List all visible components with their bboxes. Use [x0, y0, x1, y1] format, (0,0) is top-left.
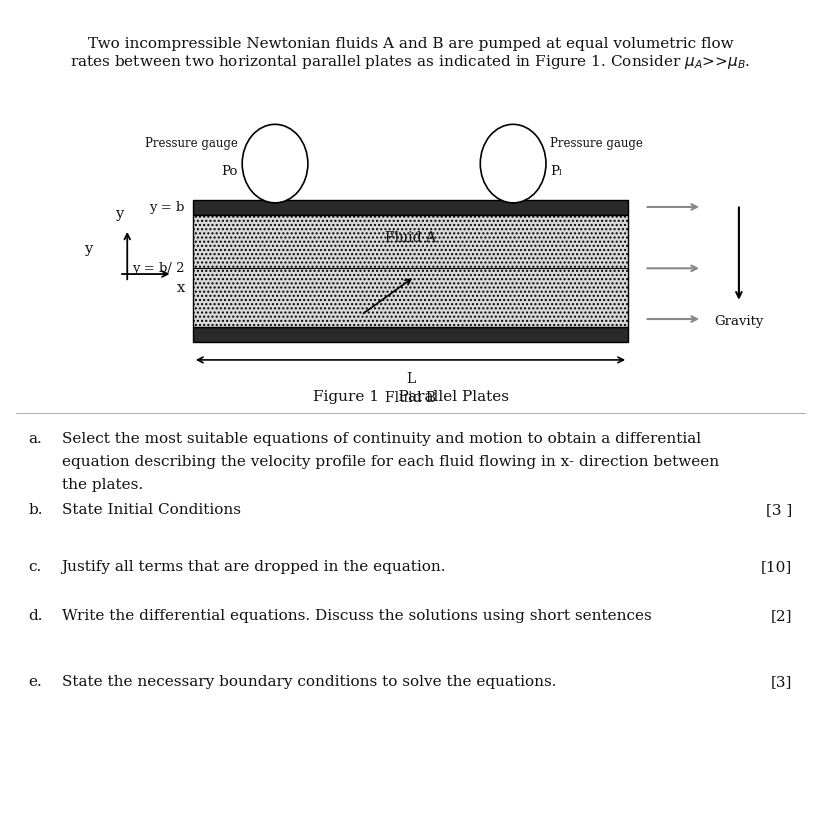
Text: [2]: [2] [771, 609, 792, 623]
Text: L: L [406, 372, 415, 386]
Text: Pₗ: Pₗ [550, 165, 562, 178]
Text: Justify all terms that are dropped in the equation.: Justify all terms that are dropped in th… [62, 560, 446, 574]
Text: State the necessary boundary conditions to solve the equations.: State the necessary boundary conditions … [62, 675, 556, 689]
Text: equation describing the velocity profile for each fluid flowing in x- direction : equation describing the velocity profile… [62, 455, 718, 469]
Text: Write the differential equations. Discuss the solutions using short sentences: Write the differential equations. Discus… [62, 609, 651, 623]
Text: Gravity: Gravity [714, 315, 764, 328]
Text: Two incompressible Newtonian fluids A and B are pumped at equal volumetric flow: Two incompressible Newtonian fluids A an… [88, 37, 733, 51]
Text: State Initial Conditions: State Initial Conditions [62, 503, 241, 517]
Text: e.: e. [29, 675, 43, 689]
Text: [3]: [3] [771, 675, 792, 689]
Text: y = b: y = b [149, 201, 185, 214]
Text: b.: b. [29, 503, 44, 517]
Text: d.: d. [29, 609, 44, 623]
Text: Pressure gauge: Pressure gauge [550, 137, 643, 151]
Text: y = b/ 2: y = b/ 2 [132, 262, 185, 275]
Text: Pressure gauge: Pressure gauge [145, 137, 238, 151]
Text: [3 ]: [3 ] [766, 503, 792, 517]
Text: rates between two horizontal parallel plates as indicated in Figure 1. Consider : rates between two horizontal parallel pl… [71, 53, 750, 71]
Text: a.: a. [29, 432, 43, 446]
Text: Figure 1    Parallel Plates: Figure 1 Parallel Plates [313, 389, 508, 404]
Text: c.: c. [29, 560, 42, 574]
Text: x: x [177, 281, 185, 294]
FancyBboxPatch shape [193, 327, 628, 342]
Text: Fluid B: Fluid B [385, 391, 436, 405]
Ellipse shape [480, 124, 546, 203]
Text: Fluid A: Fluid A [385, 231, 436, 245]
Text: the plates.: the plates. [62, 478, 143, 492]
Text: y: y [115, 207, 123, 221]
Ellipse shape [242, 124, 308, 203]
Text: [10]: [10] [761, 560, 792, 574]
Text: Select the most suitable equations of continuity and motion to obtain a differen: Select the most suitable equations of co… [62, 432, 700, 446]
FancyBboxPatch shape [193, 200, 628, 215]
Text: y: y [84, 242, 92, 257]
FancyBboxPatch shape [193, 215, 628, 327]
Text: Po: Po [222, 165, 238, 178]
